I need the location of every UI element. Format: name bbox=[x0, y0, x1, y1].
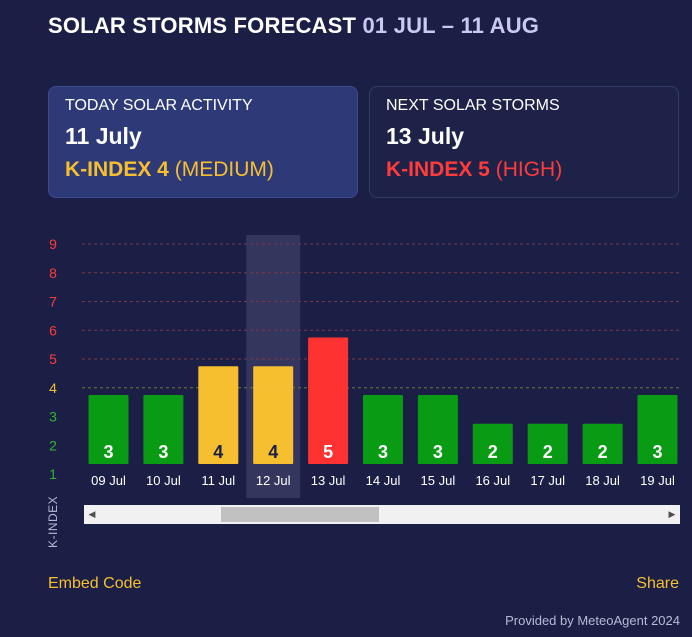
provided-by-text: Provided by MeteoAgent 2024 bbox=[505, 613, 680, 628]
next-k-index-line: K-INDEX 5 (HIGH) bbox=[386, 158, 662, 182]
y-axis-label: K-INDEX bbox=[46, 495, 60, 548]
y-tick-label: 9 bbox=[49, 236, 57, 252]
scrollbar-thumb[interactable] bbox=[221, 507, 379, 522]
bar-15-jul bbox=[417, 394, 458, 464]
bar-data-label: 4 bbox=[268, 442, 278, 462]
x-tick-label: 15 Jul bbox=[421, 473, 456, 488]
y-tick-label: 2 bbox=[49, 437, 57, 453]
bar-data-label: 3 bbox=[378, 442, 388, 462]
bar-data-label: 3 bbox=[103, 442, 113, 462]
next-level: (HIGH) bbox=[495, 158, 563, 181]
y-tick-label: 7 bbox=[49, 294, 57, 310]
x-tick-label: 18 Jul bbox=[585, 473, 620, 488]
bar-09-jul bbox=[88, 394, 129, 464]
chart-svg: 1 2 3 4 5 6 7 8 9 3 09 Jul 3 10 Jul 4 11 Jul 4 12 Jul 5 13… bbox=[49, 235, 680, 498]
y-tick-label: 3 bbox=[49, 409, 57, 425]
chart-scrollbar[interactable]: ◀ ▶ bbox=[84, 505, 680, 524]
bar-18-jul bbox=[582, 423, 623, 464]
bar-17-jul bbox=[527, 423, 568, 464]
x-tick-label: 11 Jul bbox=[201, 473, 235, 488]
next-card-date: 13 July bbox=[386, 123, 464, 149]
bar-10-jul bbox=[143, 394, 184, 464]
bar-data-label: 2 bbox=[598, 442, 608, 462]
today-k-index-line: K-INDEX 4 (MEDIUM) bbox=[65, 158, 341, 182]
bar-14-jul bbox=[363, 394, 403, 464]
x-tick-label: 19 Jul bbox=[640, 473, 675, 488]
scroll-left-arrow-icon[interactable]: ◀ bbox=[88, 509, 96, 519]
today-level: (MEDIUM) bbox=[174, 158, 274, 181]
bar-16-jul bbox=[472, 423, 513, 464]
x-tick-label: 16 Jul bbox=[475, 473, 510, 488]
title-date-range: 01 JUL – 11 AUG bbox=[362, 13, 540, 38]
scroll-right-arrow-icon[interactable]: ▶ bbox=[668, 509, 676, 519]
title-text: SOLAR STORMS FORECAST bbox=[48, 13, 357, 38]
bar-13-jul bbox=[308, 337, 349, 464]
x-tick-label: 17 Jul bbox=[530, 473, 565, 488]
share-link[interactable]: Share bbox=[636, 575, 679, 592]
y-tick-label: 5 bbox=[49, 351, 57, 367]
k-index-chart: 1 2 3 4 5 6 7 8 9 3 09 Jul 3 10 Jul 4 11 Jul 4 12 Jul 5 13… bbox=[0, 228, 692, 498]
x-tick-label: 10 Jul bbox=[146, 473, 181, 488]
bar-data-label: 3 bbox=[652, 442, 662, 462]
bar-11-jul bbox=[198, 366, 239, 464]
page-title: SOLAR STORMS FORECAST 01 JUL – 11 AUG bbox=[48, 13, 539, 39]
y-tick-label: 8 bbox=[49, 265, 57, 281]
y-tick-label: 1 bbox=[49, 466, 57, 482]
x-tick-label: 09 Jul bbox=[91, 473, 126, 488]
today-activity-card: TODAY SOLAR ACTIVITY 11 July K-INDEX 4 (… bbox=[48, 86, 358, 198]
bar-data-label: 2 bbox=[488, 442, 498, 462]
next-storms-card: NEXT SOLAR STORMS 13 July K-INDEX 5 (HIG… bbox=[369, 86, 679, 198]
bar-data-label: 4 bbox=[213, 442, 223, 462]
y-tick-label: 6 bbox=[49, 322, 57, 338]
bar-data-label: 5 bbox=[323, 442, 333, 462]
next-card-label: NEXT SOLAR STORMS bbox=[386, 97, 560, 114]
bar-19-jul bbox=[637, 394, 678, 464]
today-card-date: 11 July bbox=[65, 123, 142, 149]
bar-data-label: 3 bbox=[158, 442, 168, 462]
next-k-index: K-INDEX 5 bbox=[386, 158, 490, 181]
bar-data-label: 3 bbox=[433, 442, 443, 462]
x-tick-label: 12 Jul bbox=[256, 473, 291, 488]
bar-12-jul bbox=[253, 366, 294, 464]
x-tick-label: 13 Jul bbox=[311, 473, 346, 488]
y-tick-label: 4 bbox=[49, 380, 57, 396]
bar-data-label: 2 bbox=[543, 442, 553, 462]
today-k-index: K-INDEX 4 bbox=[65, 158, 169, 181]
today-card-label: TODAY SOLAR ACTIVITY bbox=[65, 97, 253, 114]
x-tick-label: 14 Jul bbox=[366, 473, 401, 488]
embed-code-link[interactable]: Embed Code bbox=[48, 575, 142, 592]
